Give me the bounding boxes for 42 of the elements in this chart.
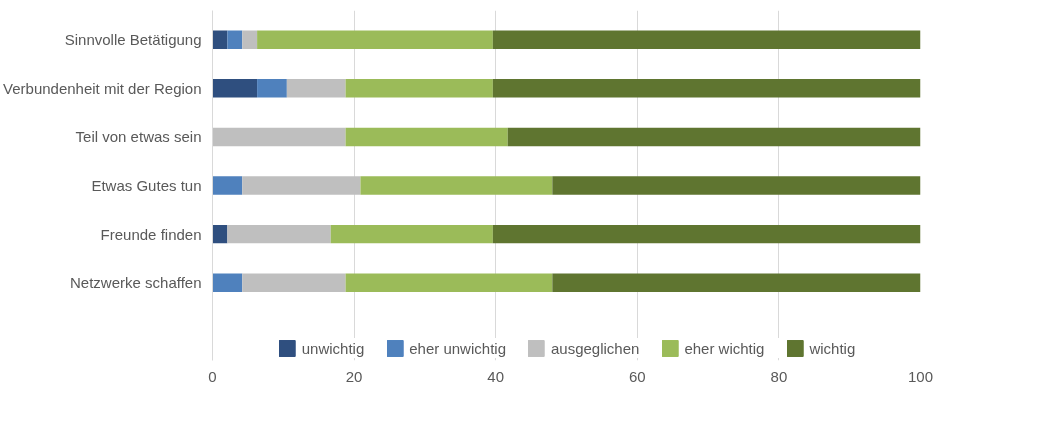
bar bbox=[552, 176, 921, 195]
legend-label: unwichtig bbox=[301, 339, 365, 357]
y-tick-label: Netzwerke schaffen bbox=[70, 274, 202, 292]
x-tick-label: 0 bbox=[208, 367, 217, 385]
bar bbox=[257, 79, 287, 98]
x-tick-label: 40 bbox=[487, 367, 505, 385]
bar bbox=[492, 224, 921, 244]
bar bbox=[345, 79, 493, 98]
bar bbox=[552, 273, 921, 292]
x-tick-label: 60 bbox=[628, 367, 646, 385]
bar bbox=[507, 127, 921, 147]
y-tick-label: Etwas Gutes tun bbox=[91, 177, 202, 194]
bar bbox=[227, 30, 243, 49]
bar bbox=[345, 273, 553, 292]
bar bbox=[242, 273, 346, 292]
bar bbox=[242, 30, 258, 49]
bar bbox=[212, 30, 228, 49]
bar bbox=[227, 224, 331, 244]
bar bbox=[330, 224, 493, 244]
bar bbox=[286, 79, 346, 98]
legend-label: eher wichtig bbox=[684, 339, 765, 357]
bar bbox=[212, 79, 258, 98]
bar bbox=[345, 127, 508, 147]
legend-label: ausgeglichen bbox=[550, 339, 640, 357]
legend-label: eher unwichtig bbox=[409, 339, 506, 357]
x-tick-label: 80 bbox=[770, 367, 788, 385]
x-tick-label: 20 bbox=[345, 367, 363, 385]
x-tick-label: 100 bbox=[907, 367, 934, 385]
bar bbox=[212, 127, 346, 147]
y-tick-label: Freunde finden bbox=[100, 225, 202, 243]
y-tick-label: Sinnvolle Betätigung bbox=[64, 31, 202, 49]
bar bbox=[492, 79, 921, 98]
bar bbox=[492, 30, 921, 49]
y-tick-label: Verbundenheit mit der Region bbox=[3, 79, 202, 97]
bar bbox=[360, 176, 553, 195]
y-tick-label: Teil von etwas sein bbox=[75, 128, 202, 146]
legend-label: wichtig bbox=[809, 339, 856, 357]
bar bbox=[242, 176, 361, 195]
bar bbox=[257, 30, 493, 49]
bar bbox=[212, 273, 243, 292]
bar bbox=[212, 176, 243, 195]
bar bbox=[212, 224, 228, 244]
